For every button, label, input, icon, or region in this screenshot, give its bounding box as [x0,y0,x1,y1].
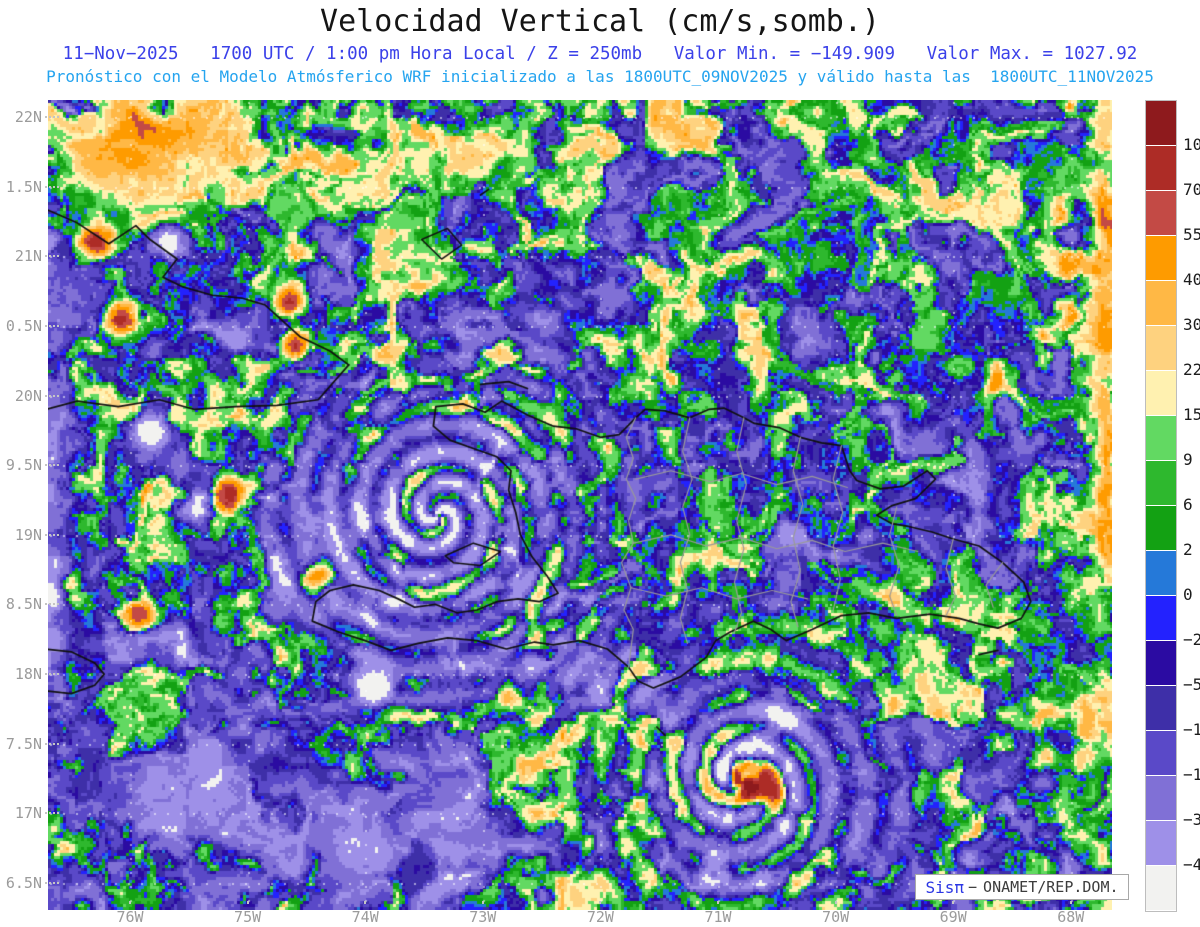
colorbar [1145,100,1177,912]
colorbar-label: −30 [1183,810,1200,829]
watermark-brand: Sisπ [925,877,965,897]
colorbar-segment [1146,416,1176,461]
y-tick-label: 22N [14,108,42,126]
colorbar-segment [1146,236,1176,281]
colorbar-segment [1146,191,1176,236]
x-tick-mark [952,901,955,904]
y-tick-mark [45,324,59,327]
x-tick-label: 73W [469,908,497,926]
x-tick-mark [129,901,131,904]
x-tick-mark [246,901,249,904]
colorbar-segment [1146,461,1176,506]
chart-title: Velocidad Vertical (cm/s,somb.) [320,4,880,39]
y-tick-mark [45,812,59,815]
y-tick-mark [45,116,59,118]
y-tick-label: 17N [14,804,42,823]
x-tick-label: 68W [1057,908,1085,926]
colorbar-label: −18 [1183,765,1200,784]
x-tick-mark [1069,901,1072,904]
colorbar-label: 9 [1183,450,1193,469]
colorbar-label: 100 [1183,135,1200,154]
watermark-org: ONAMET/REP.DOM. [983,878,1119,896]
watermark: Sisπ − ONAMET/REP.DOM. [915,874,1129,900]
colorbar-label: 22 [1183,360,1200,379]
colorbar-label: 6 [1183,495,1193,514]
map-plot-area [48,100,1112,910]
colorbar-segment [1146,326,1176,371]
colorbar-label: −10 [1183,720,1200,739]
y-tick-label: 6.5N [5,873,42,892]
y-tick-mark [45,881,59,884]
colorbar-segment [1146,641,1176,686]
x-tick-mark [364,901,367,904]
y-tick-mark [45,464,59,467]
colorbar-segment [1146,281,1176,326]
chart-subtitle-forecast-info: Pronóstico con el Modelo Atmósferico WRF… [46,67,1154,86]
y-tick-mark [45,673,59,676]
y-tick-label: 21N [14,247,42,266]
colorbar-segment [1146,776,1176,821]
colorbar-label: 15 [1183,405,1200,424]
y-tick-mark [45,742,59,745]
vertical-velocity-field-canvas [48,100,1112,910]
y-tick-label: 18N [14,665,42,684]
y-tick-label: 8.5N [5,595,42,614]
colorbar-segment [1146,551,1176,596]
colorbar-segment [1146,146,1176,191]
y-tick-mark [45,185,59,188]
colorbar-label: 55 [1183,225,1200,244]
y-tick-mark [45,603,59,606]
colorbar-segment [1146,371,1176,416]
colorbar-segment [1146,821,1176,866]
colorbar-segment [1146,596,1176,641]
colorbar-label: −45 [1183,855,1200,874]
chart-subtitle-datetime: 11−Nov−2025 1700 UTC / 1:00 pm Hora Loca… [62,44,1138,64]
y-tick-label: 7.5N [5,734,42,753]
colorbar-segment [1146,731,1176,776]
y-tick-mark [45,255,59,258]
colorbar-segment [1146,686,1176,731]
colorbar-label: 70 [1183,180,1200,199]
x-tick-mark [717,901,719,904]
x-tick-label: 75W [234,908,262,926]
colorbar-label: −2 [1183,630,1200,649]
y-tick-label: 9.5N [5,456,42,475]
y-tick-label: 0.5N [5,316,42,335]
colorbar-label: 2 [1183,540,1193,559]
x-tick-mark [481,901,484,904]
colorbar-segment [1146,866,1176,911]
x-tick-label: 71W [704,908,732,926]
x-tick-label: 76W [116,908,144,926]
colorbar-segment [1146,506,1176,551]
colorbar-label: −5 [1183,675,1200,694]
x-tick-mark [599,901,602,904]
colorbar-label: 30 [1183,315,1200,334]
y-tick-label: 19N [14,525,42,544]
colorbar-segment [1146,101,1176,146]
y-tick-mark [45,394,59,397]
y-tick-mark [45,533,59,536]
y-tick-label: 1.5N [5,177,42,196]
x-tick-label: 69W [939,908,967,926]
y-tick-label: 20N [14,386,42,405]
colorbar-label: 0 [1183,585,1193,604]
x-tick-label: 72W [586,908,614,926]
x-tick-mark [834,901,837,904]
watermark-separator: − [968,878,978,896]
x-tick-label: 70W [822,908,850,926]
colorbar-label: 40 [1183,270,1200,289]
x-tick-label: 74W [351,908,379,926]
